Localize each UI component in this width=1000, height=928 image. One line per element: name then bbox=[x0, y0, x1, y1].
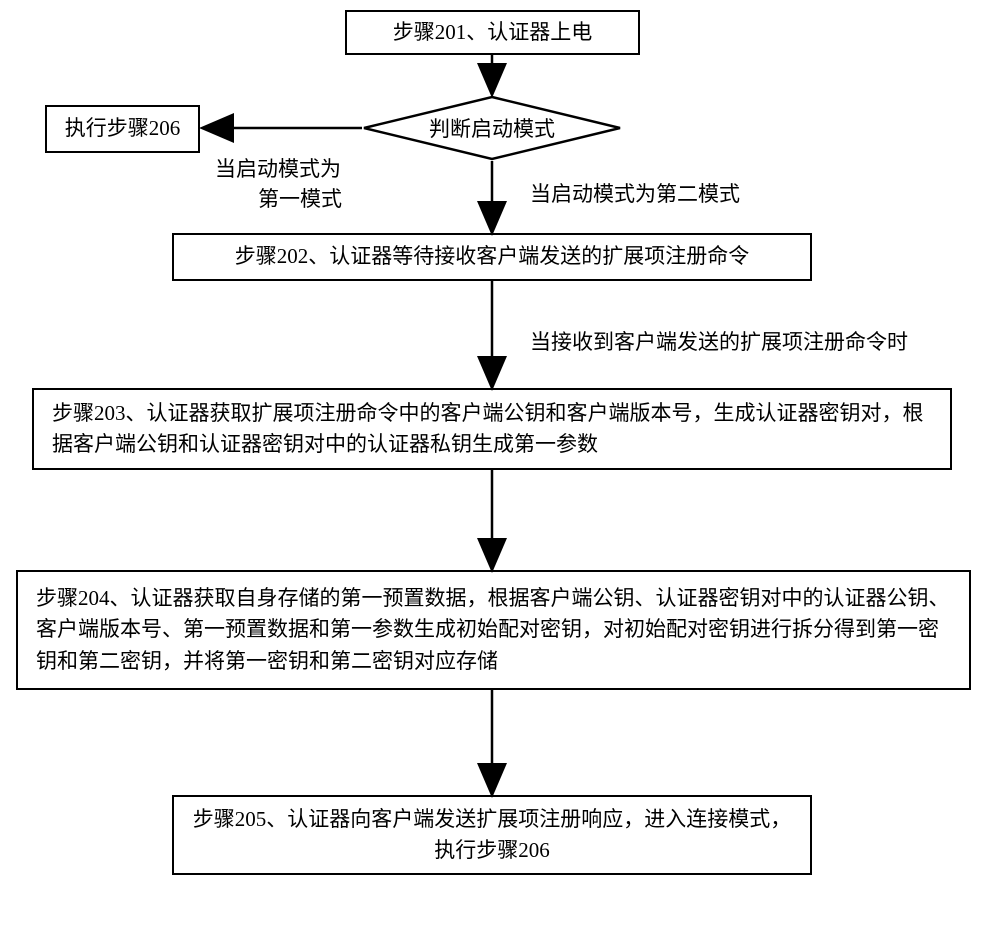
edge-label-recv: 当接收到客户端发送的扩展项注册命令时 bbox=[530, 328, 908, 357]
node-step-203: 步骤203、认证器获取扩展项注册命令中的客户端公钥和客户端版本号，生成认证器密钥… bbox=[32, 388, 952, 470]
node-label: 步骤203、认证器获取扩展项注册命令中的客户端公钥和客户端版本号，生成认证器密钥… bbox=[52, 398, 932, 461]
node-step-202: 步骤202、认证器等待接收客户端发送的扩展项注册命令 bbox=[172, 233, 812, 281]
edge-label-mode2: 当启动模式为第二模式 bbox=[530, 180, 740, 209]
node-decision: 判断启动模式 bbox=[362, 95, 622, 161]
node-step-204: 步骤204、认证器获取自身存储的第一预置数据，根据客户端公钥、认证器密钥对中的认… bbox=[16, 570, 971, 690]
edge-label-mode1-line1: 当启动模式为 bbox=[215, 155, 341, 184]
flowchart-canvas: 步骤201、认证器上电 判断启动模式 执行步骤206 步骤202、认证器等待接收… bbox=[0, 0, 1000, 928]
node-exec-206: 执行步骤206 bbox=[45, 105, 200, 153]
node-step-205: 步骤205、认证器向客户端发送扩展项注册响应，进入连接模式，执行步骤206 bbox=[172, 795, 812, 875]
node-label: 步骤204、认证器获取自身存储的第一预置数据，根据客户端公钥、认证器密钥对中的认… bbox=[36, 583, 951, 678]
edge-label-mode1-line2: 第一模式 bbox=[258, 185, 342, 214]
node-step-201: 步骤201、认证器上电 bbox=[345, 10, 640, 55]
node-label: 步骤202、认证器等待接收客户端发送的扩展项注册命令 bbox=[235, 241, 750, 273]
node-label: 步骤205、认证器向客户端发送扩展项注册响应，进入连接模式，执行步骤206 bbox=[186, 804, 798, 867]
node-label: 步骤201、认证器上电 bbox=[393, 17, 593, 49]
node-label: 执行步骤206 bbox=[65, 113, 181, 145]
node-label: 判断启动模式 bbox=[429, 113, 555, 143]
